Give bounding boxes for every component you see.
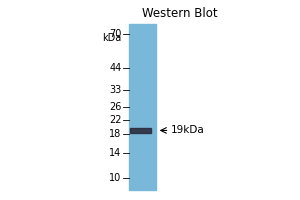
Text: kDa: kDa — [102, 33, 122, 43]
Text: 26: 26 — [109, 102, 122, 112]
Text: 70: 70 — [109, 29, 122, 39]
Text: 19kDa: 19kDa — [171, 125, 205, 135]
Text: 33: 33 — [109, 85, 122, 95]
Text: Western Blot: Western Blot — [142, 7, 218, 20]
Text: 44: 44 — [109, 63, 122, 73]
Text: 18: 18 — [109, 129, 122, 139]
Text: 10: 10 — [109, 173, 122, 183]
Bar — [130, 128, 152, 133]
Text: 14: 14 — [109, 148, 122, 158]
Bar — [129, 24, 156, 190]
Text: 22: 22 — [109, 115, 122, 125]
